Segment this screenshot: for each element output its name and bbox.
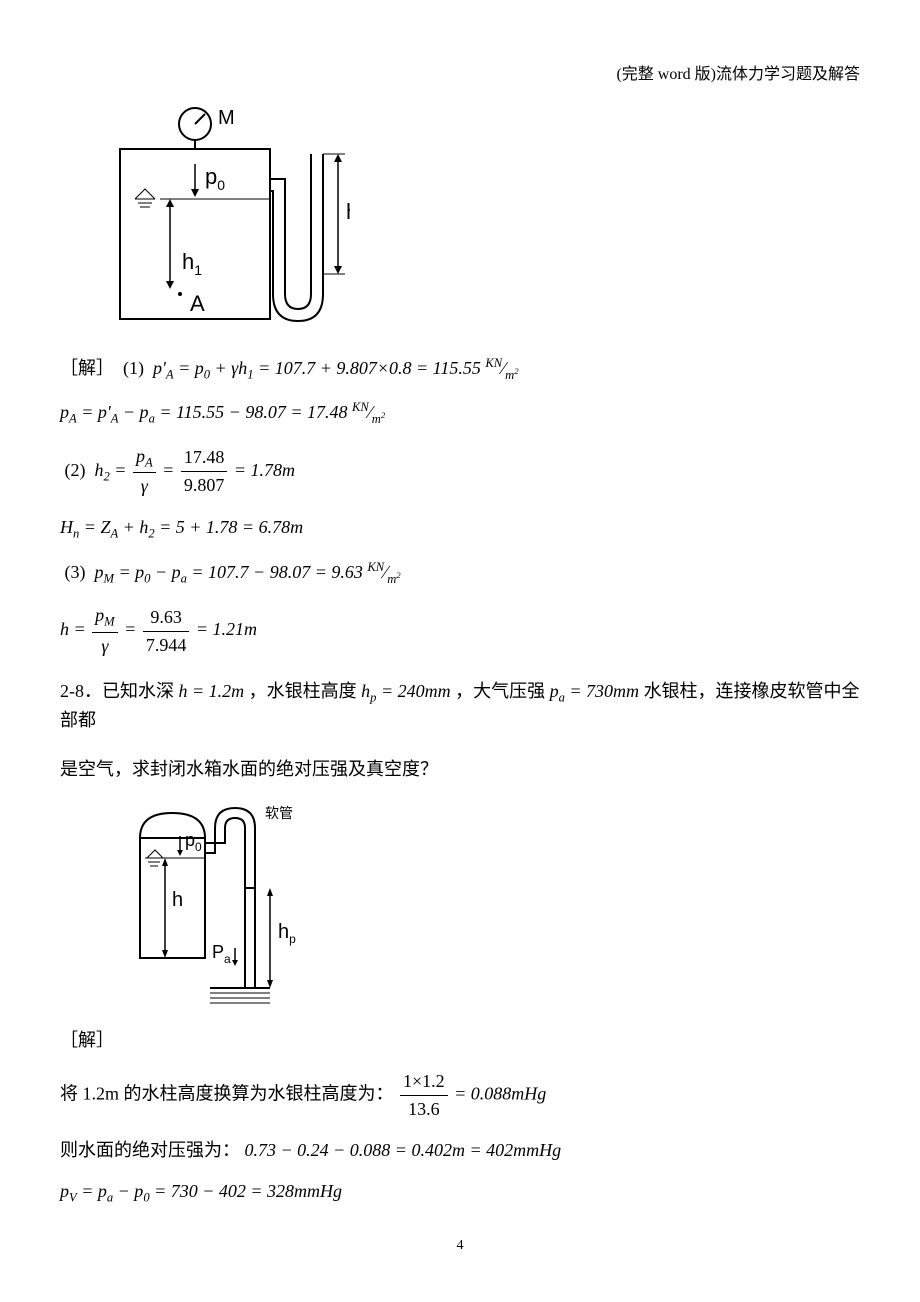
- fig2-pa: Pa: [212, 942, 231, 966]
- page-header: (完整 word 版)流体力学习题及解答: [60, 60, 860, 84]
- eq-line-6: h = pMγ = 9.637.944 = 1.21m: [60, 602, 860, 659]
- fig2-p0: p0: [185, 830, 202, 854]
- sol2-line-b: 则水面的绝对压强为： 0.73 − 0.24 − 0.088 = 0.402m …: [60, 1137, 860, 1164]
- page-number: 4: [60, 1238, 860, 1254]
- fig1-p0: p0: [205, 164, 225, 193]
- figure-1: M p0 h1 A: [90, 99, 860, 334]
- fig2-h: h: [172, 889, 183, 911]
- fig1-h1: h1: [182, 249, 202, 278]
- sol2-line-c: pV = pa − p0 = 730 − 402 = 328mmHg: [60, 1178, 860, 1207]
- eq-line-1: ［解］ (1) p'A = p0 + γh1 = 107.7 + 9.807×0…: [60, 354, 860, 384]
- fig2-tube-label: 软管: [265, 806, 293, 822]
- eq-line-3: (2) h2 = pAγ = 17.489.807 = 1.78m: [60, 443, 860, 500]
- problem-2-8-line1: 2-8．已知水深 h = 1.2m ，水银柱高度 hp = 240mm ，大气压…: [60, 678, 860, 734]
- eq-line-5: (3) pM = p0 − pa = 107.7 − 98.07 = 9.63 …: [60, 558, 860, 588]
- figure-2: p0 h 软管 hp Pa: [110, 798, 860, 1013]
- fig1-h: h: [346, 199, 350, 224]
- sol2-label: ［解］: [60, 1027, 860, 1054]
- eq-line-2: pA = p'A − pa = 115.55 − 98.07 = 17.48 K…: [60, 398, 860, 428]
- problem-2-8-line2: 是空气，求封闭水箱水面的绝对压强及真空度？: [60, 756, 860, 783]
- fig1-A: A: [190, 291, 205, 316]
- sol2-line-a: 将 1.2m 的水柱高度换算为水银柱高度为： 1×1.213.6 = 0.088…: [60, 1068, 860, 1123]
- eq-line-4: Hn = ZA + h2 = 5 + 1.78 = 6.78m: [60, 514, 860, 543]
- fig1-M: M: [218, 107, 235, 129]
- fig2-hp: hp: [278, 921, 296, 946]
